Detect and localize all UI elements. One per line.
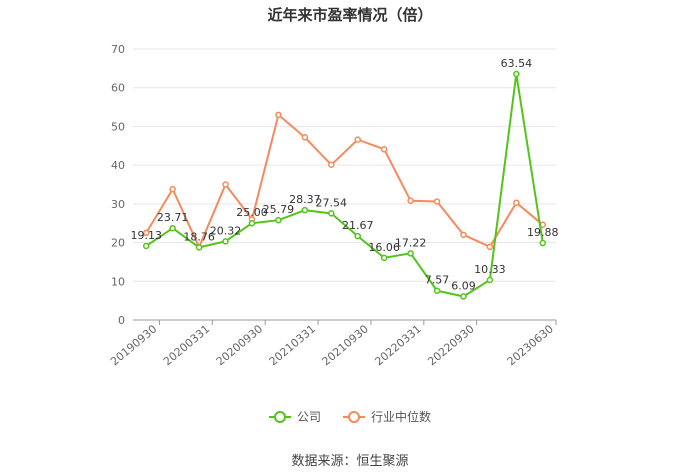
data-label: 27.54 (316, 196, 348, 209)
y-tick-label: 30 (111, 198, 125, 211)
y-axis: 0 10 20 30 40 50 60 70 (111, 43, 125, 327)
data-point-industry (433, 198, 441, 205)
y-tick-label: 20 (111, 237, 125, 250)
x-tick-label: 20220930 (425, 322, 476, 368)
data-point-company (142, 242, 150, 250)
x-tick-label: 20190930 (108, 322, 159, 368)
data-point-company (248, 219, 256, 227)
x-axis: 20190930 20200331 20200930 20210331 20210930… (108, 320, 557, 368)
x-tick-label: 20230630 (505, 322, 556, 368)
data-point-company (169, 224, 176, 232)
data-label: 6.09 (451, 279, 476, 292)
data-label: 25.00 (236, 206, 268, 219)
legend-label-industry: 行业中位数 (371, 410, 432, 424)
data-point-industry (513, 199, 520, 206)
data-point-industry (380, 146, 388, 153)
pe-ratio-chart: 0 10 20 30 40 50 60 70 20190930 20200331 20200930… (108, 43, 558, 368)
data-point-industry (328, 161, 335, 169)
data-label: 21.67 (342, 219, 374, 232)
series-line-company (145, 73, 544, 298)
y-tick-label: 70 (111, 43, 125, 56)
data-point-industry (354, 136, 361, 143)
legend-swatch-industry (343, 410, 365, 423)
data-label: 63.54 (501, 57, 533, 70)
x-tick-label: 20200331 (161, 322, 212, 368)
data-point-company (222, 238, 229, 245)
data-point-company (195, 244, 203, 251)
data-point-company (486, 276, 494, 284)
x-tick-label: 20210930 (320, 322, 371, 368)
x-tick-label: 20220331 (372, 322, 423, 368)
legend-item-company[interactable]: 公司 (268, 408, 321, 425)
data-source: 数据来源：恒生聚源 (291, 454, 409, 469)
data-point-industry (275, 111, 282, 119)
grid-lines (133, 48, 556, 321)
data-label: 19.13 (130, 229, 162, 242)
data-label: 19.88 (527, 226, 559, 239)
data-point-industry (169, 185, 176, 193)
data-label: 18.76 (183, 230, 215, 243)
data-label: 23.71 (157, 211, 189, 224)
data-point-company (513, 70, 520, 78)
y-tick-label: 50 (111, 120, 125, 133)
data-label: 25.79 (263, 203, 295, 216)
data-label: 10.33 (474, 263, 506, 276)
y-tick-label: 40 (111, 159, 125, 172)
series-line-industry (145, 112, 544, 250)
legend-item-industry[interactable]: 行业中位数 (343, 408, 431, 425)
data-point-company (354, 232, 361, 240)
legend: 公司 行业中位数 (0, 408, 700, 425)
data-point-company (275, 216, 282, 224)
data-point-company (539, 239, 547, 247)
data-point-company (433, 287, 441, 294)
legend-swatch-company (268, 410, 291, 423)
data-point-company (407, 250, 414, 257)
data-point-industry (301, 134, 309, 141)
x-tick-label: 20200930 (214, 322, 265, 368)
data-point-company (460, 293, 467, 300)
data-label: 7.57 (425, 274, 450, 287)
y-tick-label: 60 (111, 82, 125, 95)
data-label: 28.37 (289, 193, 321, 206)
data-point-company (380, 254, 388, 262)
series-group (142, 70, 547, 300)
data-point-industry (486, 243, 494, 251)
y-tick-label: 10 (111, 275, 125, 288)
data-point-industry (460, 231, 467, 239)
data-point-company (301, 206, 309, 214)
data-point-industry (142, 229, 150, 237)
y-tick-label: 0 (118, 314, 125, 327)
data-label: 20.32 (210, 224, 242, 237)
data-point-industry (407, 197, 414, 205)
chart-title: 近年来市盈率情况（倍） (267, 6, 433, 24)
data-point-industry (222, 181, 229, 188)
data-label: 16.06 (368, 241, 400, 254)
x-tick-label: 20210331 (267, 322, 318, 368)
legend-label-company: 公司 (296, 410, 321, 424)
data-point-company (328, 210, 335, 217)
data-label: 17.22 (395, 236, 427, 249)
